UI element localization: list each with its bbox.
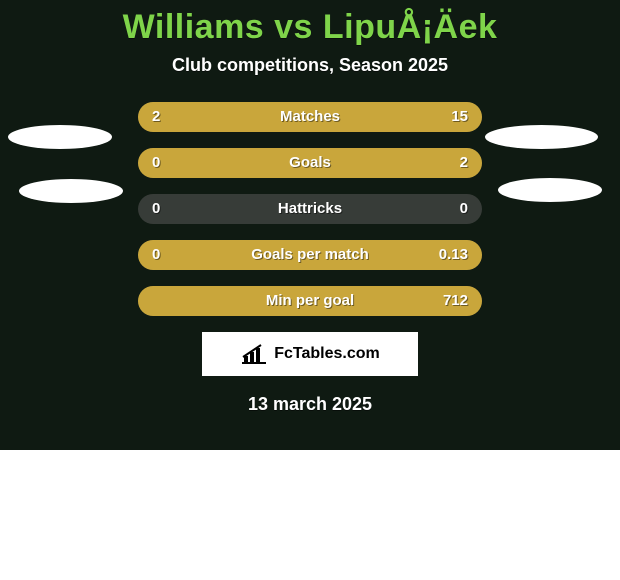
dark-band: Williams vs LipuÅ¡Äek Club competitions,…	[0, 0, 620, 450]
barchart-icon	[240, 343, 268, 365]
logo-box: FcTables.com	[202, 332, 418, 376]
footer-date: 13 march 2025	[0, 394, 620, 415]
ellipse-right-bottom	[498, 178, 602, 202]
stat-label: Matches	[138, 102, 482, 132]
stat-value-right: 712	[443, 286, 468, 316]
stat-value-right: 2	[460, 148, 468, 178]
stat-row-goals: 0 Goals 2	[138, 148, 482, 178]
stat-value-right: 15	[451, 102, 468, 132]
logo-text: FcTables.com	[274, 345, 380, 363]
infographic-root: Williams vs LipuÅ¡Äek Club competitions,…	[0, 0, 620, 580]
stat-label: Min per goal	[138, 286, 482, 316]
stat-label: Hattricks	[138, 194, 482, 224]
ellipse-right-top	[485, 125, 598, 149]
stat-label: Goals	[138, 148, 482, 178]
subtitle: Club competitions, Season 2025	[0, 55, 620, 76]
stats-container: 2 Matches 15 0 Goals 2 0 Hattricks 0	[138, 102, 482, 316]
stat-row-gpm: 0 Goals per match 0.13	[138, 240, 482, 270]
ellipse-left-top	[8, 125, 112, 149]
stat-row-matches: 2 Matches 15	[138, 102, 482, 132]
ellipse-left-bottom	[19, 179, 123, 203]
stat-value-right: 0.13	[439, 240, 468, 270]
stat-value-right: 0	[460, 194, 468, 224]
stat-row-mpg: Min per goal 712	[138, 286, 482, 316]
stat-row-hattricks: 0 Hattricks 0	[138, 194, 482, 224]
stat-label: Goals per match	[138, 240, 482, 270]
title: Williams vs LipuÅ¡Äek	[0, 8, 620, 47]
